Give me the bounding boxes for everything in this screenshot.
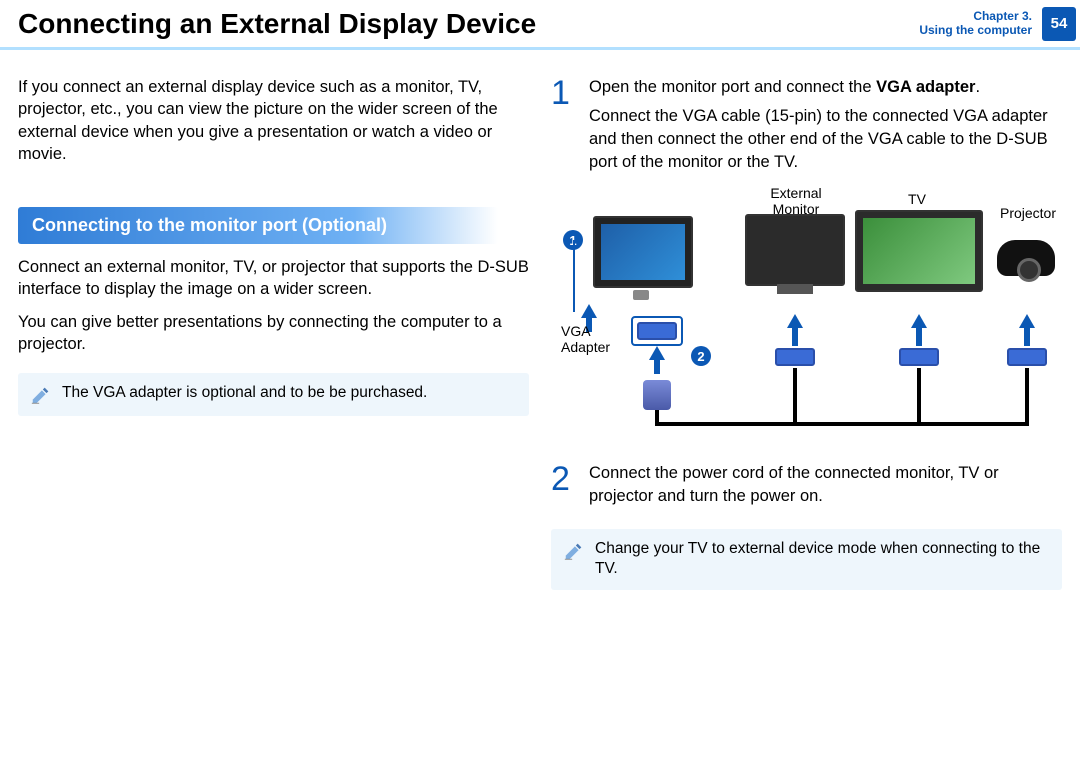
device-tablet bbox=[593, 216, 693, 288]
device-projector bbox=[997, 240, 1055, 276]
step-body: Open the monitor port and connect the VG… bbox=[589, 76, 1062, 180]
arrow-to-tv bbox=[911, 314, 927, 328]
tablet-port bbox=[633, 290, 649, 300]
projector-vga-port bbox=[1007, 348, 1047, 366]
step-1-line-2: Connect the VGA cable (15-pin) to the co… bbox=[589, 105, 1062, 174]
note-box-2: Change your TV to external device mode w… bbox=[551, 529, 1062, 591]
callout-1-line bbox=[573, 240, 575, 312]
label-external-monitor: External Monitor bbox=[751, 186, 841, 217]
text-pre: Open the monitor port and connect the bbox=[589, 78, 876, 96]
chapter-line-1: Chapter 3. bbox=[919, 10, 1032, 24]
page-header: Connecting an External Display Device Ch… bbox=[0, 0, 1080, 50]
section-paragraph-1: Connect an external monitor, TV, or proj… bbox=[18, 256, 529, 301]
note-text: Change your TV to external device mode w… bbox=[595, 539, 1048, 581]
label-tv: TV bbox=[897, 192, 937, 207]
chapter-label: Chapter 3. Using the computer bbox=[919, 10, 1032, 38]
step-number: 1 bbox=[551, 76, 575, 180]
step-body: Connect the power cord of the connected … bbox=[589, 462, 1062, 514]
page-title: Connecting an External Display Device bbox=[18, 8, 536, 40]
device-monitor bbox=[745, 214, 845, 286]
callout-2: 2 bbox=[691, 346, 711, 366]
right-column: 1 Open the monitor port and connect the … bbox=[551, 76, 1062, 590]
device-tv bbox=[855, 210, 983, 292]
label-projector: Projector bbox=[989, 206, 1067, 221]
chapter-line-2: Using the computer bbox=[919, 24, 1032, 38]
step-1-line-1: Open the monitor port and connect the VG… bbox=[589, 76, 1062, 99]
step-number: 2 bbox=[551, 462, 575, 514]
page-content: If you connect an external display devic… bbox=[0, 50, 1080, 590]
note-text: The VGA adapter is optional and to be be… bbox=[62, 383, 427, 404]
arrow-to-projector bbox=[1019, 314, 1035, 328]
step-2-text: Connect the power cord of the connected … bbox=[589, 462, 1062, 508]
header-meta: Chapter 3. Using the computer 54 bbox=[919, 7, 1080, 41]
arrow-adapter-to-tablet bbox=[581, 304, 597, 318]
monitor-vga-port bbox=[775, 348, 815, 366]
left-column: If you connect an external display devic… bbox=[18, 76, 529, 590]
page-number-badge: 54 bbox=[1042, 7, 1076, 41]
step-2: 2 Connect the power cord of the connecte… bbox=[551, 462, 1062, 514]
step-1: 1 Open the monitor port and connect the … bbox=[551, 76, 1062, 180]
vga-plug-source bbox=[643, 380, 671, 410]
vga-adapter-highlight bbox=[631, 316, 683, 346]
note-box: The VGA adapter is optional and to be be… bbox=[18, 373, 529, 416]
connection-diagram: External Monitor TV Projector 1 VGA Adap… bbox=[551, 194, 1062, 444]
arrow-cable-to-adapter bbox=[649, 346, 665, 360]
arrow-to-monitor bbox=[787, 314, 803, 328]
label-vga-adapter: VGA Adapter bbox=[561, 324, 627, 355]
note-pencil-icon bbox=[563, 540, 585, 562]
tv-vga-port bbox=[899, 348, 939, 366]
note-pencil-icon bbox=[30, 384, 52, 406]
text-bold: VGA adapter bbox=[876, 78, 975, 96]
text-post: . bbox=[975, 78, 980, 96]
section-heading: Connecting to the monitor port (Optional… bbox=[18, 207, 498, 244]
section-paragraph-2: You can give better presentations by con… bbox=[18, 311, 529, 356]
intro-paragraph: If you connect an external display devic… bbox=[18, 76, 529, 165]
